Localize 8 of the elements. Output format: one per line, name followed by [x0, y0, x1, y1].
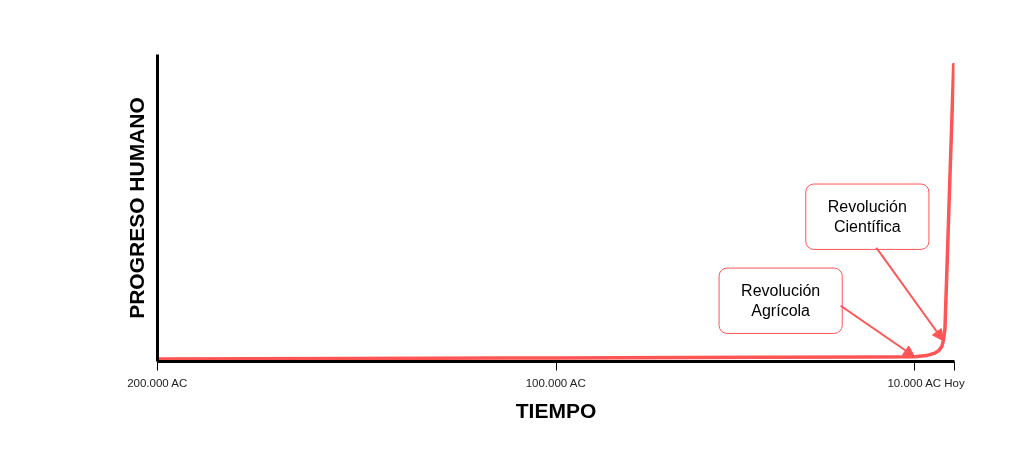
- x-tick-label: 10.000 AC: [887, 376, 942, 389]
- x-tick-label: Hoy: [944, 376, 965, 389]
- x-tick-label: 200.000 AC: [127, 376, 188, 389]
- annotation: Revolución Científica: [827, 198, 907, 236]
- x-tick-label: 100.000 AC: [525, 376, 586, 389]
- x-axis-title: TIEMPO: [515, 398, 597, 422]
- y-axis-title: PROGRESO HUMANO: [124, 97, 148, 319]
- annotation: Revolución Agrícola: [741, 282, 821, 320]
